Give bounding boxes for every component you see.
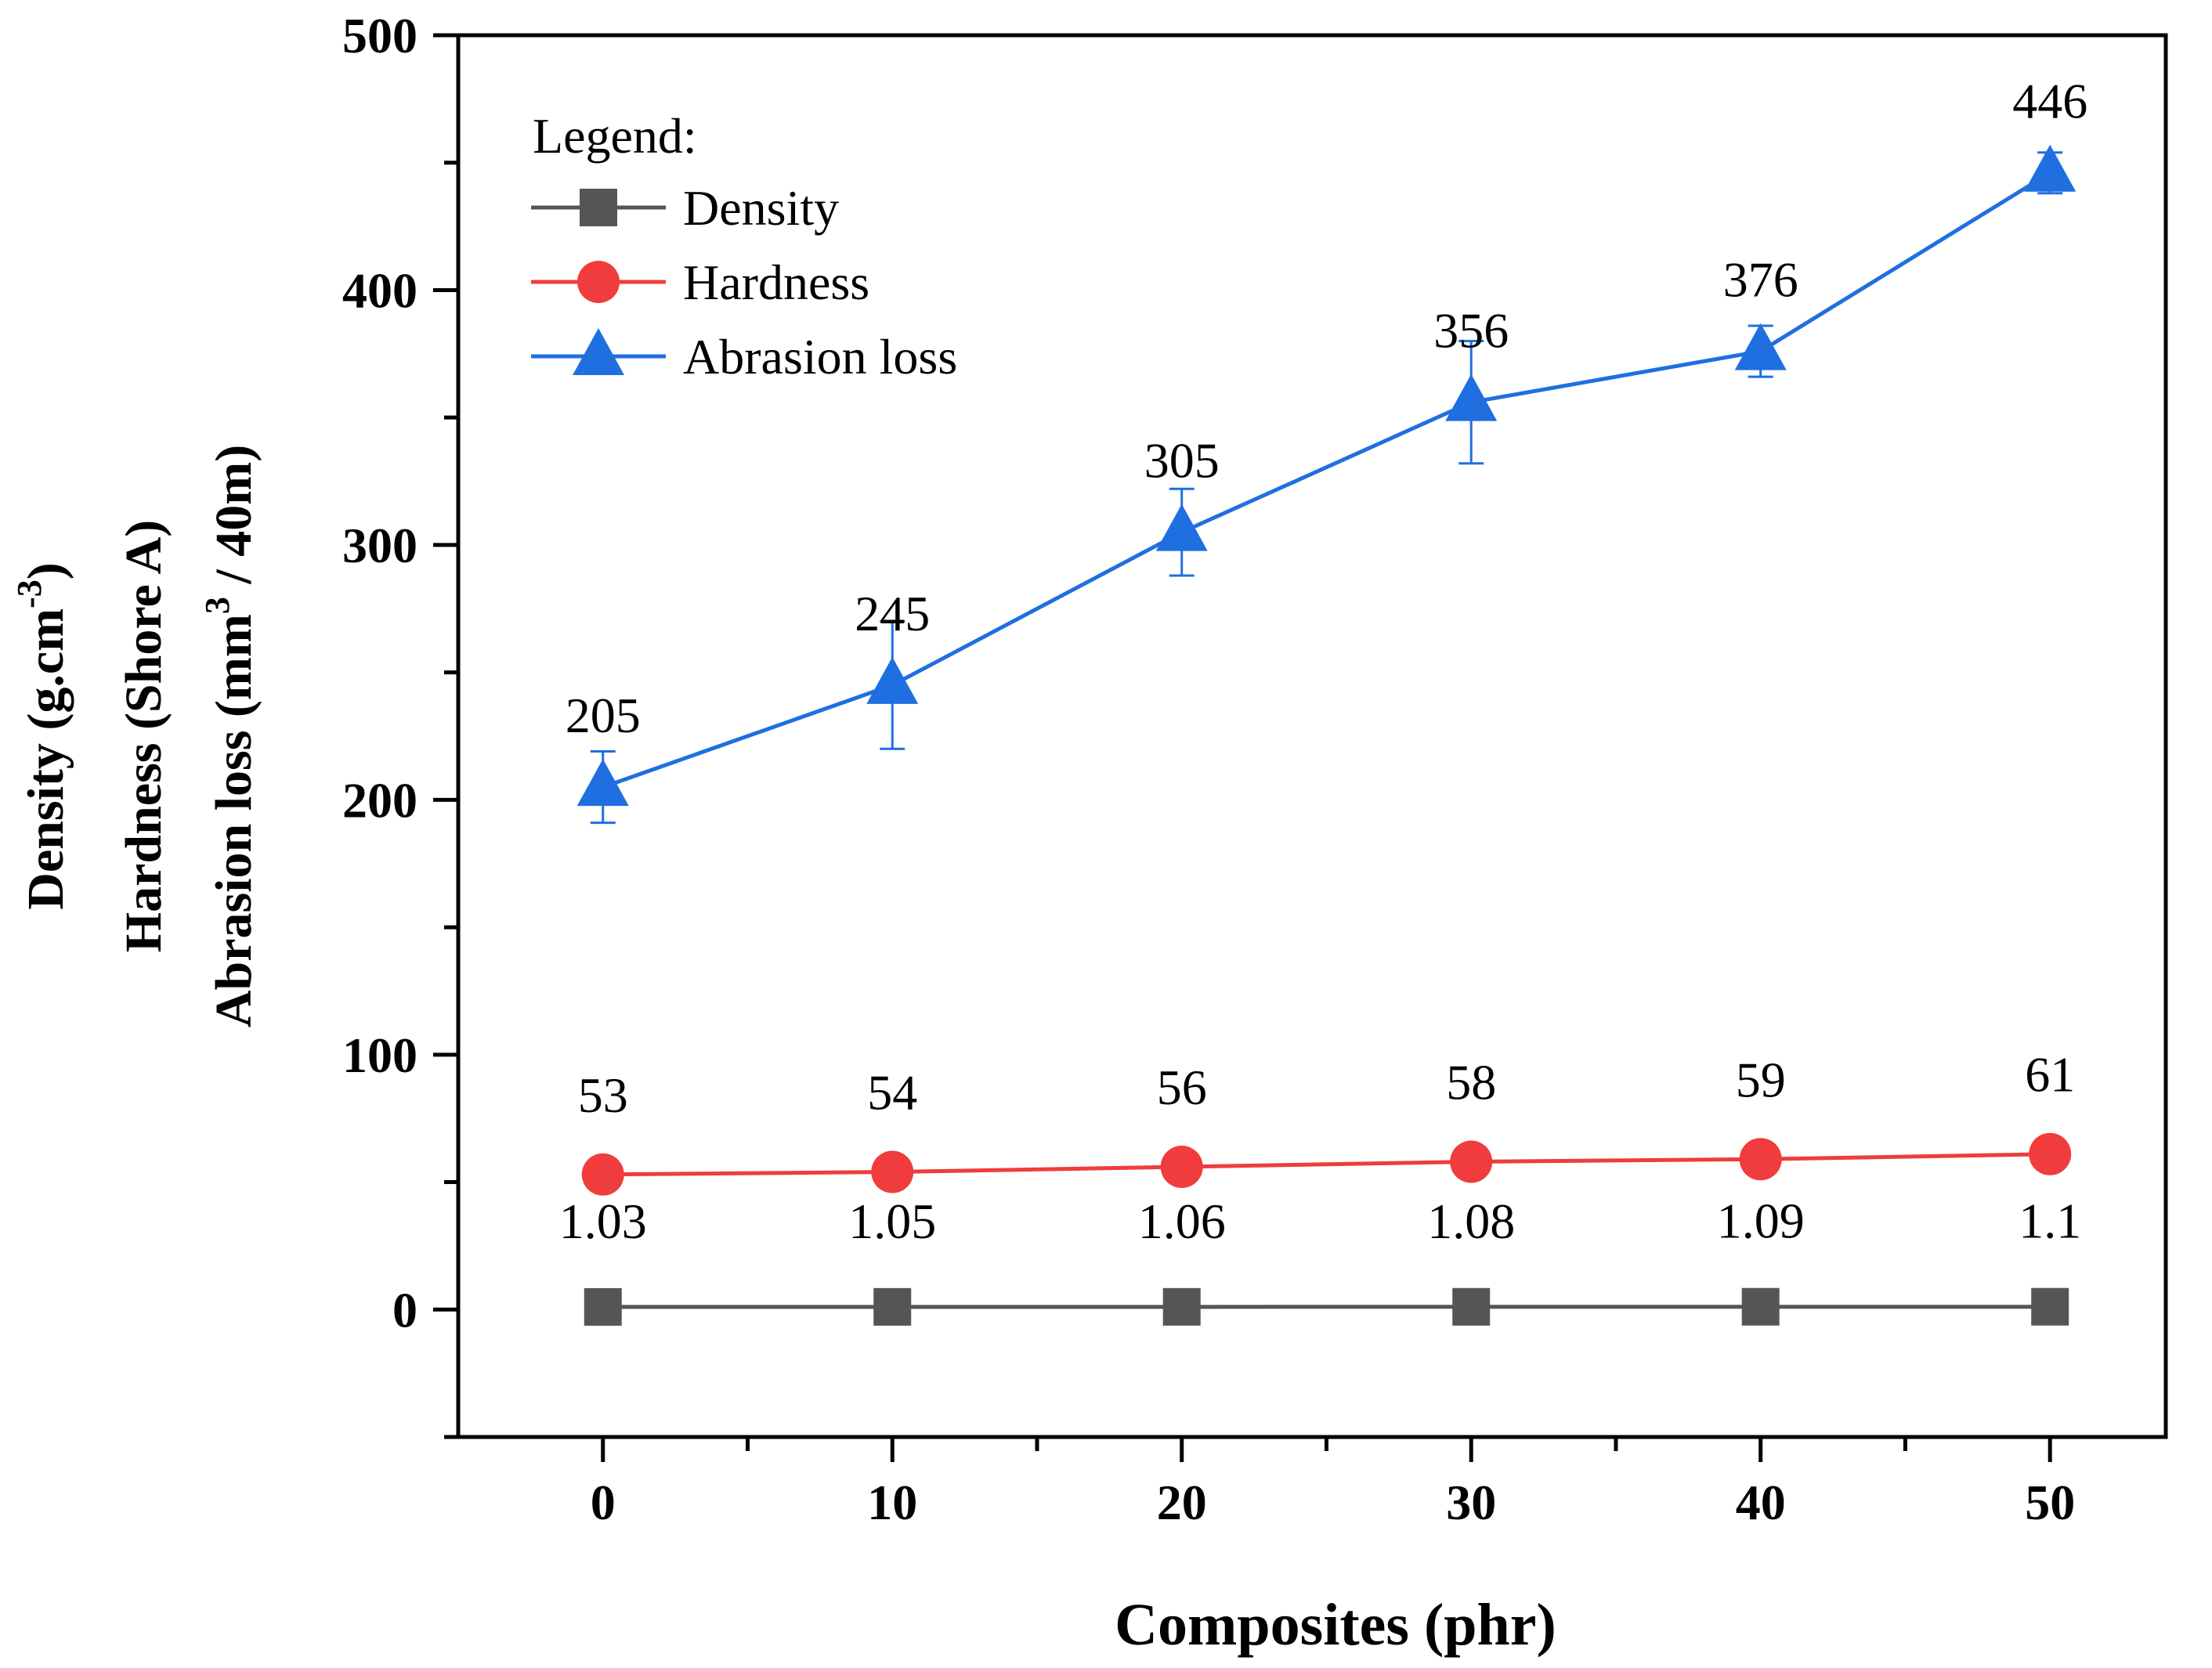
legend-label: Density bbox=[683, 180, 839, 236]
density-point bbox=[584, 1287, 622, 1326]
hardness-data-label: 58 bbox=[1446, 1055, 1496, 1110]
abrasion-loss-point bbox=[2024, 144, 2076, 192]
y-axis-title-suffix: / 40m) bbox=[205, 445, 262, 597]
density-point bbox=[1741, 1287, 1780, 1326]
y-tick-label: 300 bbox=[342, 518, 417, 573]
series-abrasion-loss: 205 245 305 356 376 446 bbox=[566, 74, 2087, 825]
density-data-label: 1.05 bbox=[848, 1193, 936, 1249]
y-axis-title-suffix: ) bbox=[17, 562, 74, 579]
plot-frame bbox=[456, 33, 2168, 1439]
y-tick-label: 500 bbox=[342, 8, 417, 63]
x-tick-label: 0 bbox=[591, 1475, 616, 1530]
x-tick-label: 10 bbox=[867, 1475, 917, 1530]
hardness-data-label: 61 bbox=[2025, 1047, 2075, 1103]
y-tick-label: 200 bbox=[342, 772, 417, 828]
series-hardness: 53 54 56 58 59 61 bbox=[578, 1047, 2075, 1196]
y-axis-title-line: Hardness (Shore A) bbox=[115, 520, 172, 953]
abrasion-loss-line bbox=[602, 171, 2051, 789]
hardness-point bbox=[871, 1150, 914, 1193]
abrasion-loss-point bbox=[866, 656, 919, 704]
y-tick-label: 100 bbox=[342, 1027, 417, 1083]
x-axis-title: Composites (phr) bbox=[1115, 1592, 1556, 1658]
y-axis-title: Density (g.cm-3) Hardness (Shore A) Abrasi… bbox=[10, 445, 262, 1027]
hardness-point bbox=[1739, 1138, 1782, 1181]
abrasion-loss-point bbox=[576, 759, 629, 807]
abrasion-loss-data-label: 305 bbox=[1144, 433, 1220, 489]
abrasion-loss-data-label: 356 bbox=[1433, 303, 1509, 359]
legend-marker bbox=[573, 328, 624, 375]
legend-title: Legend: bbox=[533, 108, 697, 164]
density-point bbox=[1162, 1287, 1201, 1326]
legend-item-density: Density bbox=[531, 180, 839, 236]
y-axis-title-line: Abrasion loss (mm3 / 40m) bbox=[198, 445, 262, 1027]
abrasion-loss-data-label: 376 bbox=[1723, 252, 1798, 308]
hardness-point bbox=[581, 1153, 624, 1196]
abrasion-loss-point bbox=[1445, 374, 1498, 421]
y-axis-title-superscript: 3 bbox=[198, 597, 237, 614]
legend-marker bbox=[577, 261, 620, 303]
abrasion-loss-point bbox=[1155, 504, 1208, 551]
x-tick-label: 30 bbox=[1446, 1475, 1496, 1530]
y-tick-label: 400 bbox=[342, 262, 417, 318]
abrasion-loss-data-label: 245 bbox=[855, 586, 930, 641]
legend-label: Hardness bbox=[683, 255, 869, 310]
density-data-label: 1.08 bbox=[1427, 1193, 1515, 1249]
abrasion-loss-data-label: 205 bbox=[566, 688, 641, 743]
hardness-point bbox=[1160, 1146, 1203, 1189]
density-data-label: 1.1 bbox=[2019, 1193, 2081, 1249]
x-tick-label: 50 bbox=[2025, 1475, 2075, 1530]
legend-label: Abrasion loss bbox=[683, 329, 957, 385]
y-axis-title-text: Hardness (Shore A) bbox=[115, 520, 172, 953]
hardness-data-label: 59 bbox=[1736, 1052, 1786, 1107]
y-axis-title-text: Abrasion loss (mm bbox=[205, 614, 262, 1027]
y-axis-title-superscript: -3 bbox=[10, 579, 49, 608]
y-tick-label: 0 bbox=[392, 1282, 417, 1338]
legend-item-hardness: Hardness bbox=[531, 255, 869, 310]
density-point bbox=[873, 1287, 912, 1326]
density-data-label: 1.03 bbox=[559, 1193, 647, 1249]
hardness-data-label: 56 bbox=[1157, 1060, 1207, 1115]
y-axis-title-line: Density (g.cm-3) bbox=[10, 562, 74, 910]
x-tick-label: 20 bbox=[1157, 1475, 1207, 1530]
abrasion-loss-data-label: 446 bbox=[2012, 74, 2087, 129]
hardness-point bbox=[1450, 1140, 1493, 1183]
hardness-line bbox=[602, 1152, 2051, 1177]
legend-item-abrasion-loss: Abrasion loss bbox=[531, 328, 957, 385]
abrasion-loss-point bbox=[1734, 323, 1787, 370]
density-point bbox=[2031, 1287, 2069, 1326]
hardness-data-label: 54 bbox=[867, 1065, 917, 1121]
axis-ticks: 0 100 200 300 400 500 0 10 20 30 40 50 bbox=[342, 8, 2075, 1530]
hardness-data-label: 53 bbox=[578, 1067, 628, 1123]
legend-marker bbox=[580, 189, 617, 226]
legend: Legend: Density Hardness Abrasion loss bbox=[531, 108, 957, 385]
series-density: 1.03 1.05 1.06 1.08 1.09 1.1 bbox=[559, 1193, 2081, 1326]
series-layer: 1.03 1.05 1.06 1.08 1.09 1.1 53 54 56 58 59 61 205 24… bbox=[559, 74, 2087, 1326]
density-data-label: 1.09 bbox=[1717, 1193, 1805, 1249]
hardness-point bbox=[2029, 1132, 2072, 1175]
y-axis-title-text: Density (g.cm bbox=[17, 608, 74, 910]
density-data-label: 1.06 bbox=[1138, 1193, 1226, 1249]
x-tick-label: 40 bbox=[1736, 1475, 1786, 1530]
density-point bbox=[1452, 1287, 1491, 1326]
